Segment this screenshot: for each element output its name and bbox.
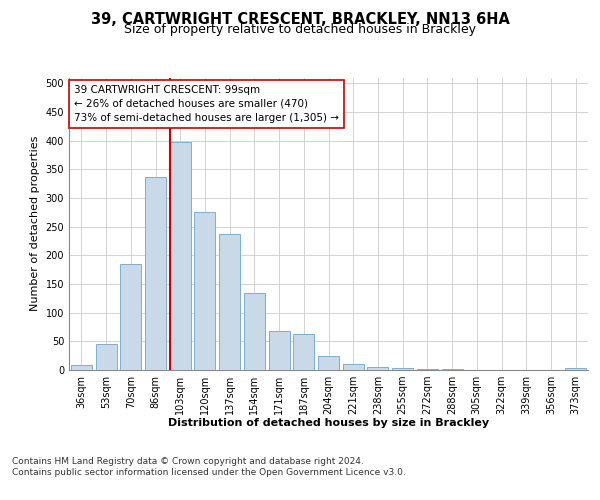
Bar bbox=[219, 234, 240, 370]
Text: Size of property relative to detached houses in Brackley: Size of property relative to detached ho… bbox=[124, 22, 476, 36]
Bar bbox=[194, 212, 215, 370]
Bar bbox=[343, 364, 364, 370]
Text: Contains HM Land Registry data © Crown copyright and database right 2024.
Contai: Contains HM Land Registry data © Crown c… bbox=[12, 458, 406, 477]
Bar bbox=[145, 176, 166, 370]
Text: Distribution of detached houses by size in Brackley: Distribution of detached houses by size … bbox=[168, 418, 490, 428]
Bar bbox=[95, 344, 116, 370]
Bar bbox=[293, 334, 314, 370]
Bar bbox=[318, 356, 339, 370]
Bar bbox=[269, 331, 290, 370]
Bar bbox=[170, 142, 191, 370]
Bar bbox=[244, 293, 265, 370]
Y-axis label: Number of detached properties: Number of detached properties bbox=[30, 136, 40, 312]
Bar bbox=[392, 368, 413, 370]
Text: 39 CARTWRIGHT CRESCENT: 99sqm
← 26% of detached houses are smaller (470)
73% of : 39 CARTWRIGHT CRESCENT: 99sqm ← 26% of d… bbox=[74, 85, 339, 123]
Bar bbox=[71, 365, 92, 370]
Bar bbox=[120, 264, 141, 370]
Bar bbox=[367, 367, 388, 370]
Bar bbox=[417, 369, 438, 370]
Text: 39, CARTWRIGHT CRESCENT, BRACKLEY, NN13 6HA: 39, CARTWRIGHT CRESCENT, BRACKLEY, NN13 … bbox=[91, 12, 509, 28]
Bar bbox=[565, 368, 586, 370]
